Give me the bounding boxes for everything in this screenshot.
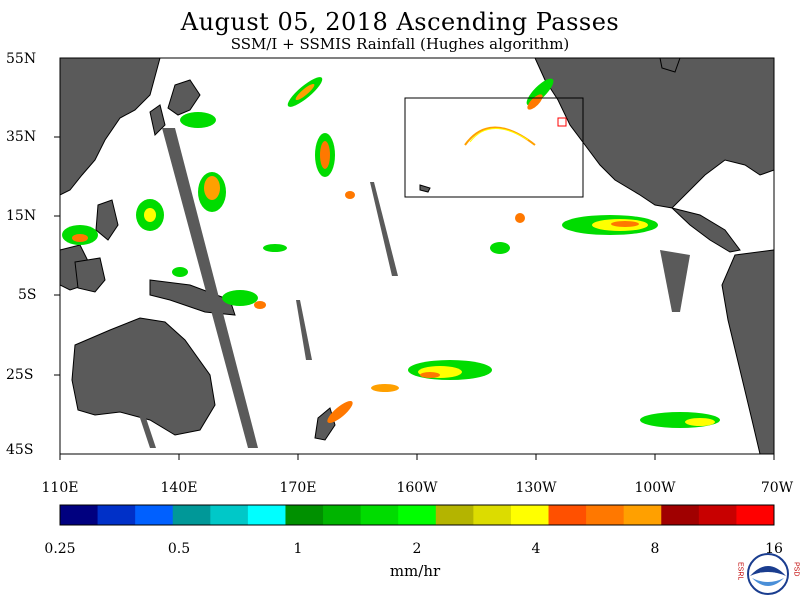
- rain-patch: [172, 267, 188, 277]
- rain-patch: [345, 191, 355, 199]
- legend-tick-label: 4: [531, 541, 541, 557]
- rain-patch: [180, 112, 216, 128]
- rain-arc: [469, 128, 529, 143]
- swath-gap-2: [370, 182, 398, 276]
- lon-label: 110E: [41, 480, 79, 496]
- legend-tick-label: 1: [293, 541, 303, 557]
- legend-swatch: [586, 505, 625, 525]
- rain-patch: [685, 418, 715, 426]
- legend-swatch: [698, 505, 737, 525]
- legend-color-bar: [60, 505, 775, 525]
- legend-tick-label: 16: [765, 541, 783, 557]
- lon-label: 140E: [160, 480, 198, 496]
- land-hawaii: [419, 184, 431, 193]
- land-asia: [59, 57, 161, 196]
- lat-label: 45S: [6, 442, 34, 458]
- rain-patch: [295, 83, 315, 101]
- region-box: [404, 97, 584, 198]
- land-masses: [59, 57, 775, 455]
- rain-patch: [490, 242, 510, 254]
- swath-gap-1: [162, 128, 258, 448]
- lon-label: 130W: [515, 480, 557, 496]
- legend-swatch: [135, 505, 174, 525]
- legend-swatch: [398, 505, 437, 525]
- map-title: August 05, 2018 Ascending Passes: [180, 8, 620, 36]
- legend-swatch: [60, 505, 99, 525]
- region-marker: [557, 117, 567, 127]
- rain-patch: [72, 234, 88, 242]
- land-korea: [149, 104, 166, 137]
- land-north-america: [534, 57, 775, 209]
- map-subtitle: SSM/I + SSMIS Rainfall (Hughes algorithm…: [230, 35, 570, 53]
- legend-tick-label: 2: [412, 541, 422, 557]
- noaa-logo-bird: [750, 566, 786, 576]
- legend-swatch: [473, 505, 512, 525]
- legend-tick-label: 0.5: [167, 541, 191, 557]
- lon-label: 160W: [396, 480, 438, 496]
- swath-gap-5: [134, 400, 156, 448]
- rain-patch: [320, 141, 330, 169]
- swath-gap-4: [296, 300, 312, 360]
- rain-patch: [254, 301, 266, 309]
- axis-ticks: [54, 136, 775, 460]
- rain-patch: [371, 384, 399, 392]
- lon-label: 100W: [634, 480, 676, 496]
- rain-patch: [144, 208, 156, 222]
- rain-patch: [204, 176, 220, 200]
- land-borneo: [74, 257, 106, 293]
- legend-swatch: [285, 505, 324, 525]
- legend-swatch: [510, 505, 550, 525]
- legend-swatch: [736, 505, 775, 525]
- legend-tick-label: 8: [650, 541, 660, 557]
- rain-patch: [222, 290, 258, 306]
- legend-swatch: [623, 505, 662, 525]
- lat-label: 55N: [6, 51, 37, 67]
- lat-label: 5S: [18, 287, 37, 303]
- esrl-letters: ESRL: [737, 562, 744, 580]
- legend-swatch: [323, 505, 362, 525]
- land-greenland: [659, 57, 681, 73]
- legend-swatch: [247, 505, 286, 525]
- land-japan: [167, 79, 201, 116]
- legend-swatch: [210, 505, 249, 525]
- psd-letters: PSD: [793, 562, 800, 576]
- lat-label: 25S: [6, 367, 34, 383]
- lon-label: 70W: [760, 480, 794, 496]
- noaa-logo-text: NOAA: [759, 573, 776, 579]
- rain-patch: [420, 372, 440, 378]
- swath-gaps: [134, 128, 690, 448]
- land-central-america: [670, 207, 741, 253]
- swath-gap-3: [660, 250, 690, 312]
- legend-swatch: [548, 505, 587, 525]
- legend-swatch: [435, 505, 474, 525]
- land-australia: [71, 317, 216, 436]
- legend-swatch: [661, 505, 700, 525]
- rain-patch: [515, 213, 525, 223]
- legend-swatch: [360, 505, 399, 525]
- rain-patches: [62, 77, 720, 428]
- land-south-america: [721, 249, 775, 455]
- land-philippines: [95, 199, 119, 241]
- noaa-logo-ring: [747, 553, 789, 595]
- lon-label: 170E: [279, 480, 317, 496]
- rain-patch: [327, 401, 353, 423]
- legend-swatch: [97, 505, 136, 525]
- lat-label: 15N: [6, 208, 37, 224]
- rain-patch: [611, 221, 639, 227]
- legend-frame: [59, 504, 775, 526]
- legend-units: mm/hr: [389, 562, 441, 580]
- lat-label: 35N: [6, 129, 37, 145]
- legend-swatch: [172, 505, 211, 525]
- legend-tick-label: 0.25: [44, 541, 76, 557]
- noaa-logo-wave: [752, 578, 784, 586]
- rain-patch: [263, 244, 287, 252]
- noaa-logo: NOAA ESRL PSD: [737, 553, 800, 595]
